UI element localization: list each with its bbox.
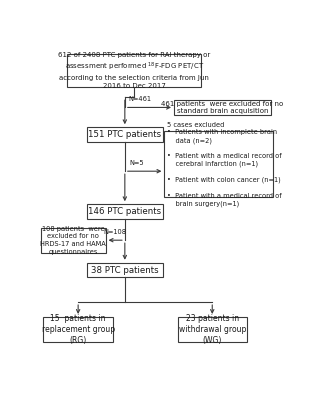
FancyBboxPatch shape	[87, 263, 163, 278]
Text: 151 PTC patients: 151 PTC patients	[88, 130, 161, 139]
Text: 23 patients in
withdrawal group
(WG): 23 patients in withdrawal group (WG)	[179, 314, 246, 346]
Text: 146 PTC patients: 146 PTC patients	[88, 207, 161, 216]
Text: 38 PTC patients: 38 PTC patients	[91, 266, 159, 274]
FancyBboxPatch shape	[87, 127, 163, 142]
Text: 5 cases excluded
•  Patients with incomplete brain
    data (n=2)

•  Patient wi: 5 cases excluded • Patients with incompl…	[167, 122, 282, 207]
FancyBboxPatch shape	[174, 100, 271, 115]
FancyBboxPatch shape	[43, 317, 113, 342]
Text: N=5: N=5	[129, 160, 144, 166]
Text: 108 patients  were
excluded for no
HRDS-17 and HAMA
questionnaires: 108 patients were excluded for no HRDS-1…	[40, 226, 106, 255]
Text: 612 of 2408 PTC patients for RAI therapy or
assessment performed $^{18}$F-FDG PE: 612 of 2408 PTC patients for RAI therapy…	[58, 52, 210, 89]
Text: 461 patients  were excluded for no
standard brain acquisition: 461 patients were excluded for no standa…	[161, 100, 284, 114]
Text: N=108: N=108	[104, 229, 127, 235]
FancyBboxPatch shape	[67, 54, 201, 86]
FancyBboxPatch shape	[41, 228, 106, 253]
FancyBboxPatch shape	[87, 204, 163, 219]
FancyBboxPatch shape	[164, 131, 273, 197]
Text: N=461: N=461	[128, 96, 151, 102]
Text: 15  patients in
replacement group
(RG): 15 patients in replacement group (RG)	[42, 314, 115, 346]
FancyBboxPatch shape	[177, 317, 247, 342]
